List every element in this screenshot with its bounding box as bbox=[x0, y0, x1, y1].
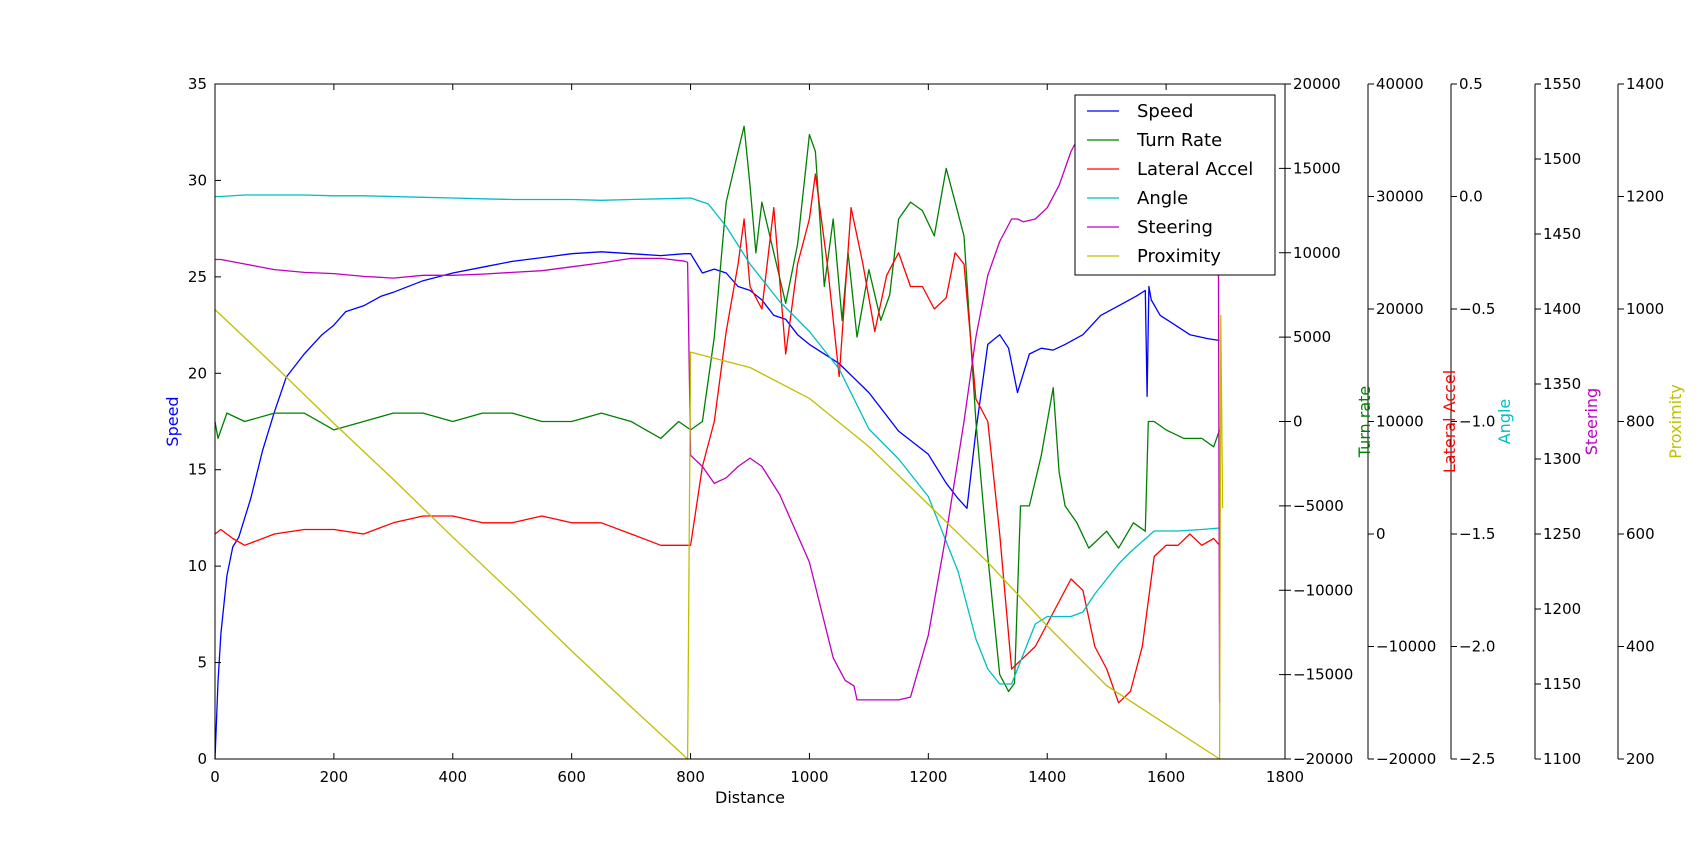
turn-rate-axis-label: Turn rate bbox=[1355, 386, 1374, 459]
x-tick-label: 1600 bbox=[1147, 768, 1185, 786]
turn-rate-tick-label: 30000 bbox=[1376, 188, 1424, 206]
series-line-speed bbox=[214, 251, 1220, 760]
steering-tick-label: 1400 bbox=[1626, 75, 1664, 93]
legend-label-lateral-accel: Lateral Accel bbox=[1137, 159, 1253, 180]
turn-rate-tick-label: 15000 bbox=[1293, 159, 1341, 177]
legend-label-turn-rate: Turn Rate bbox=[1136, 130, 1222, 151]
legend-label-steering: Steering bbox=[1137, 217, 1213, 238]
speed-tick-label: 30 bbox=[188, 171, 207, 189]
angle-tick-label: 1400 bbox=[1543, 300, 1581, 318]
x-axis-label: Distance bbox=[715, 788, 785, 807]
x-tick-label: 0 bbox=[210, 768, 220, 786]
x-tick-label: 200 bbox=[320, 768, 349, 786]
speed-tick-label: 10 bbox=[188, 557, 207, 575]
lateral-accel-tick-label: −2.0 bbox=[1459, 638, 1495, 656]
legend-label-proximity: Proximity bbox=[1137, 246, 1221, 267]
x-tick-label: 1800 bbox=[1266, 768, 1304, 786]
speed-axis-label: Speed bbox=[163, 396, 182, 446]
series-line-lateral-accel bbox=[214, 173, 1221, 704]
angle-tick-label: 1350 bbox=[1543, 375, 1581, 393]
steering-tick-label: 1200 bbox=[1626, 188, 1664, 206]
speed-tick-label: 0 bbox=[197, 750, 207, 768]
speed-tick-label: 20 bbox=[188, 364, 207, 382]
series-line-turn-rate bbox=[214, 125, 1221, 693]
steering-tick-label: 1000 bbox=[1626, 300, 1664, 318]
angle-tick-label: 1550 bbox=[1543, 75, 1581, 93]
turn-rate-tick-label: 10000 bbox=[1293, 244, 1341, 262]
lateral-accel-tick-label: −1.0 bbox=[1459, 413, 1495, 431]
speed-tick-label: 5 bbox=[197, 654, 207, 672]
lateral-accel-axis-label: Lateral Accel bbox=[1440, 370, 1459, 473]
speed-tick-label: 25 bbox=[188, 268, 207, 286]
x-tick-label: 1000 bbox=[790, 768, 828, 786]
angle-tick-label: 1250 bbox=[1543, 525, 1581, 543]
series-line-angle bbox=[215, 194, 1220, 685]
turn-rate-tick-label: 20000 bbox=[1293, 75, 1341, 93]
angle-tick-label: 1150 bbox=[1543, 675, 1581, 693]
angle-axis-label: Angle bbox=[1495, 399, 1514, 445]
speed-tick-label: 15 bbox=[188, 461, 207, 479]
x-tick-label: 1200 bbox=[909, 768, 947, 786]
lateral-accel-tick-label: 0.0 bbox=[1459, 188, 1483, 206]
turn-rate-tick-label: −10000 bbox=[1376, 638, 1436, 656]
turn-rate-tick-label: 10000 bbox=[1376, 413, 1424, 431]
x-tick-label: 400 bbox=[438, 768, 467, 786]
angle-tick-label: 1200 bbox=[1543, 600, 1581, 618]
lateral-accel-tick-label: −1.5 bbox=[1459, 525, 1495, 543]
steering-tick-label: 800 bbox=[1626, 413, 1655, 431]
turn-rate-tick-label: 20000 bbox=[1376, 300, 1424, 318]
angle-tick-label: 1100 bbox=[1543, 750, 1581, 768]
legend: Speed Turn Rate Lateral Accel Angle Steering… bbox=[1074, 94, 1276, 276]
angle-tick-label: 1500 bbox=[1543, 150, 1581, 168]
x-tick-label: 800 bbox=[676, 768, 705, 786]
steering-tick-label: 400 bbox=[1626, 638, 1655, 656]
lateral-accel-tick-label: −2.5 bbox=[1459, 750, 1495, 768]
steering-axis-label: Steering bbox=[1582, 388, 1601, 455]
turn-rate-tick-label: −20000 bbox=[1293, 750, 1353, 768]
legend-label-speed: Speed bbox=[1137, 101, 1193, 122]
turn-rate-tick-label: −20000 bbox=[1376, 750, 1436, 768]
angle-tick-label: 1450 bbox=[1543, 225, 1581, 243]
angle-tick-label: 1300 bbox=[1543, 450, 1581, 468]
proximity-axis-label: Proximity bbox=[1666, 384, 1685, 459]
x-tick-label: 600 bbox=[557, 768, 586, 786]
turn-rate-tick-label: −5000 bbox=[1293, 497, 1344, 515]
turn-rate-tick-label: −10000 bbox=[1293, 581, 1353, 599]
legend-label-angle: Angle bbox=[1137, 188, 1188, 209]
series-line-proximity bbox=[214, 309, 1224, 760]
legend-box bbox=[1074, 94, 1276, 276]
speed-tick-label: 35 bbox=[188, 75, 207, 93]
lateral-accel-tick-label: 0.5 bbox=[1459, 75, 1483, 93]
x-tick-label: 1400 bbox=[1028, 768, 1066, 786]
turn-rate-tick-label: 0 bbox=[1376, 525, 1386, 543]
turn-rate-tick-label: 0 bbox=[1293, 413, 1303, 431]
turn-rate-tick-label: 40000 bbox=[1376, 75, 1424, 93]
turn-rate-tick-label: −15000 bbox=[1293, 666, 1353, 684]
lateral-accel-tick-label: −0.5 bbox=[1459, 300, 1495, 318]
steering-tick-label: 600 bbox=[1626, 525, 1655, 543]
turn-rate-tick-label: 5000 bbox=[1293, 328, 1331, 346]
steering-tick-label: 200 bbox=[1626, 750, 1655, 768]
